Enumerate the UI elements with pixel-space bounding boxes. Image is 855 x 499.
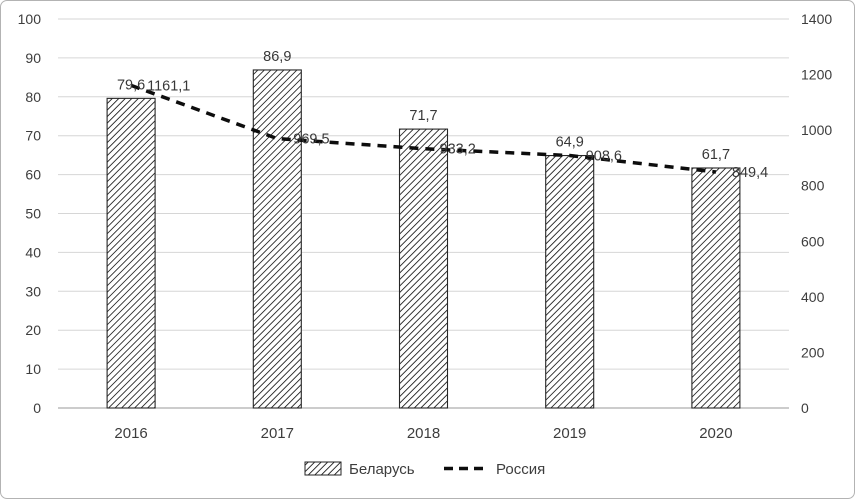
x-axis-label: 2017 bbox=[261, 425, 294, 442]
right-axis-tick: 200 bbox=[801, 344, 825, 360]
line-value-label: 933,2 bbox=[440, 142, 476, 158]
left-axis-tick: 70 bbox=[25, 128, 41, 144]
x-axis-label: 2020 bbox=[699, 425, 732, 442]
bar-2016 bbox=[106, 97, 156, 409]
bar-2017 bbox=[252, 69, 302, 409]
right-axis-tick: 1200 bbox=[801, 67, 832, 83]
legend-label-bars: Беларусь bbox=[349, 461, 415, 478]
left-axis-tick: 50 bbox=[25, 206, 41, 222]
bar-value-label: 86,9 bbox=[263, 49, 291, 65]
left-axis-tick: 10 bbox=[25, 361, 41, 377]
line-series bbox=[130, 83, 717, 174]
x-axis-label: 2019 bbox=[553, 425, 586, 442]
left-axis-tick: 100 bbox=[18, 11, 42, 27]
left-axis-tick: 20 bbox=[25, 322, 41, 338]
bar-2019 bbox=[545, 154, 595, 409]
left-axis-tick: 40 bbox=[25, 244, 41, 260]
right-axis-tick: 0 bbox=[801, 400, 809, 416]
left-axis-tick: 90 bbox=[25, 50, 41, 66]
right-axis-tick: 1000 bbox=[801, 122, 832, 138]
bar-value-label: 64,9 bbox=[556, 135, 584, 151]
right-axis-tick: 400 bbox=[801, 289, 825, 305]
left-axis-tick: 30 bbox=[25, 283, 41, 299]
legend: Беларусь Россия bbox=[304, 461, 545, 478]
legend-hatched-swatch-icon bbox=[304, 461, 342, 476]
line-value-label: 908,6 bbox=[586, 149, 622, 165]
right-axis-tick: 800 bbox=[801, 178, 825, 194]
line-value-label: 849,4 bbox=[732, 165, 768, 181]
left-axis-tick: 0 bbox=[33, 400, 41, 416]
left-axis-tick: 60 bbox=[25, 167, 41, 183]
bar-2018 bbox=[398, 128, 449, 409]
x-axis-label: 2016 bbox=[114, 425, 147, 442]
bar-value-label: 71,7 bbox=[409, 108, 437, 124]
line-value-label: 1161,1 bbox=[147, 78, 190, 94]
x-axis-label: 2018 bbox=[407, 425, 440, 442]
legend-label-line: Россия bbox=[496, 461, 545, 478]
bar-value-label: 61,7 bbox=[702, 147, 730, 163]
right-axis-tick: 1400 bbox=[801, 11, 832, 27]
bar-value-label: 79,6 bbox=[117, 77, 145, 93]
bar-2020 bbox=[691, 167, 741, 409]
line-value-label: 969,5 bbox=[293, 132, 329, 148]
right-axis-tick: 600 bbox=[801, 233, 825, 249]
left-axis-tick: 80 bbox=[25, 89, 41, 105]
